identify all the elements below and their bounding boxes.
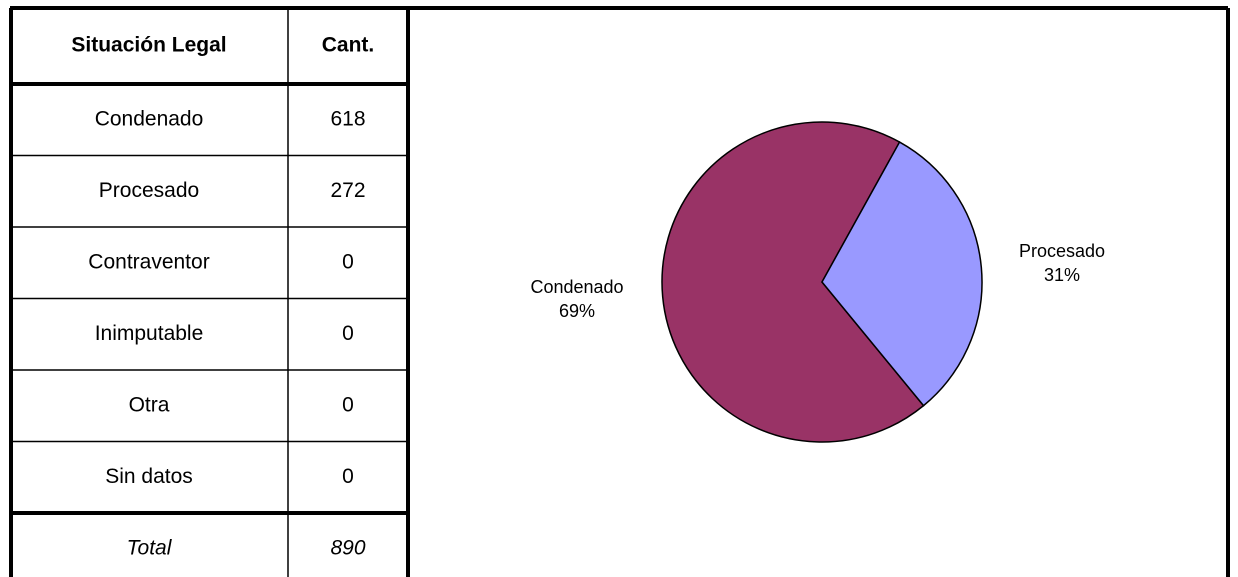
row-label: Contraventor — [88, 250, 209, 273]
slice-percent: 69% — [559, 301, 595, 321]
total-value: 890 — [330, 537, 365, 560]
row-label: Condenado — [95, 107, 204, 130]
row-value: 0 — [342, 322, 354, 345]
row-label: Procesado — [99, 179, 199, 202]
pie-slice — [661, 121, 925, 443]
row-value: 618 — [330, 107, 365, 130]
header-cell: Cant. — [322, 34, 375, 57]
row-value: 0 — [342, 465, 354, 488]
slice-percent: 31% — [1044, 265, 1080, 285]
row-label: Inimputable — [95, 322, 204, 345]
row-value: 0 — [342, 393, 354, 416]
slice-label: Procesado — [1019, 241, 1105, 261]
header-cell: Situación Legal — [71, 34, 226, 57]
row-value: 0 — [342, 250, 354, 273]
row-label: Otra — [129, 393, 170, 416]
row-value: 272 — [330, 179, 365, 202]
slice-label: Condenado — [530, 277, 623, 297]
row-label: Sin datos — [105, 465, 193, 488]
total-label: Total — [127, 537, 173, 560]
pie-slice — [821, 141, 983, 407]
